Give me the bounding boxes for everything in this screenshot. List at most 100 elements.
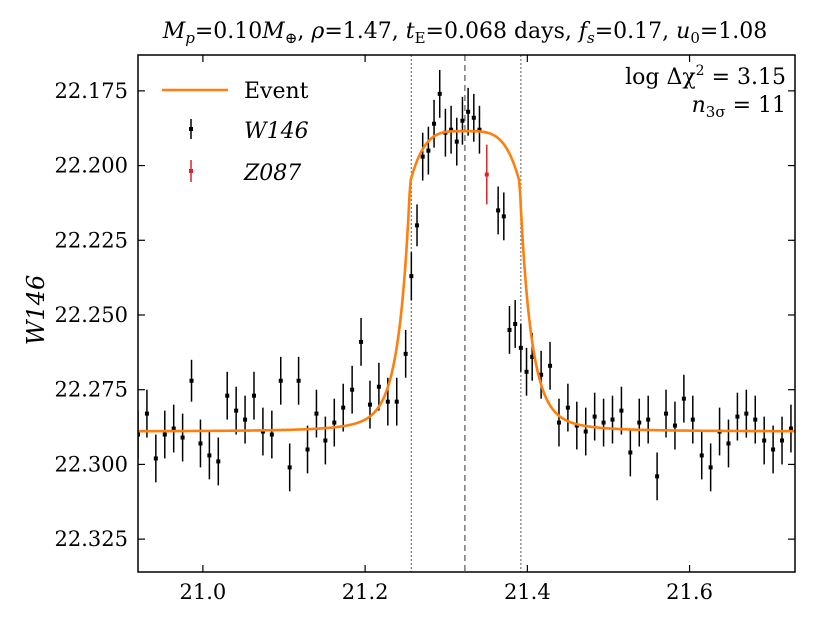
w146-point — [332, 420, 337, 425]
w146-point — [225, 393, 230, 398]
y-tick-label: 22.200 — [55, 154, 128, 178]
w146-point — [637, 420, 642, 425]
w146-point — [449, 127, 454, 132]
legend-w146-label: W146 — [244, 119, 309, 144]
y-tick-label: 22.275 — [55, 378, 128, 402]
w146-point — [548, 363, 553, 368]
w146-point — [518, 345, 523, 350]
w146-point — [420, 154, 425, 159]
plot-frame — [137, 54, 796, 573]
y-tick-label: 22.225 — [55, 228, 128, 252]
w146-point — [314, 411, 319, 416]
w146-point — [305, 447, 310, 452]
legend-z087-label: Z087 — [243, 161, 301, 186]
w146-point — [601, 420, 606, 425]
w146-point — [672, 423, 677, 428]
w146-point — [385, 399, 390, 404]
w146-point — [367, 402, 372, 407]
model-curve-group — [138, 129, 795, 433]
y-tick-label: 22.250 — [55, 303, 128, 327]
x-tick-label: 21.0 — [180, 580, 227, 604]
stat-delta-chi2: log Δχ2 = 3.15 — [625, 63, 786, 90]
legend: Event W146 Z087 — [162, 79, 309, 186]
w146-point — [426, 148, 431, 153]
chart-title: Mp=0.10M⊕, ρ=1.47, tE=0.068 days, fs=0.1… — [162, 19, 768, 47]
w146-point — [592, 414, 597, 419]
axis-ticks — [138, 55, 795, 572]
reference-lines — [410, 55, 522, 572]
w146-point — [153, 456, 158, 461]
legend-z087-marker — [189, 169, 193, 173]
w146-point — [619, 408, 624, 413]
w146-point — [471, 115, 476, 120]
w146-point — [394, 399, 399, 404]
data-points — [138, 69, 793, 501]
w146-point — [477, 127, 482, 132]
w146-point — [251, 393, 256, 398]
w146-point — [690, 417, 695, 422]
w146-point — [556, 420, 561, 425]
w146-point — [664, 411, 669, 416]
w146-point — [744, 411, 749, 416]
w146-point — [234, 408, 239, 413]
model-curve-event — [138, 129, 795, 433]
w146-point — [699, 453, 704, 458]
w146-point — [189, 378, 194, 383]
w146-point — [501, 214, 506, 219]
legend-event-label: Event — [244, 79, 309, 104]
w146-point — [287, 465, 292, 470]
w146-point — [359, 339, 364, 344]
w146-point — [530, 354, 535, 359]
w146-point — [323, 438, 328, 443]
w146-point — [610, 417, 615, 422]
w146-point — [138, 432, 140, 437]
w146-point — [409, 274, 414, 279]
z087-point — [484, 172, 489, 177]
w146-point — [574, 423, 579, 428]
w146-point — [524, 369, 529, 374]
w146-point — [735, 414, 740, 419]
stats-annotation: log Δχ2 = 3.15 n3σ = 11 — [625, 63, 786, 121]
w146-point — [788, 426, 793, 431]
w146-point — [341, 405, 346, 410]
w146-point — [565, 405, 570, 410]
w146-point — [350, 387, 355, 392]
x-tick-label: 21.6 — [666, 580, 713, 604]
w146-point — [180, 435, 185, 440]
w146-point — [278, 378, 283, 383]
axis-tick-labels: 21.0 21.2 21.4 21.6 22.175 22.200 22.225 22.250… — [55, 79, 713, 604]
w146-point — [207, 453, 212, 458]
w146-point — [376, 384, 381, 389]
w146-point — [296, 378, 301, 383]
w146-point — [437, 91, 442, 96]
w146-point — [216, 459, 221, 464]
w146-point — [454, 139, 459, 144]
w146-point — [655, 474, 660, 479]
w146-point — [507, 327, 512, 332]
w146-point — [780, 438, 785, 443]
w146-point — [628, 450, 633, 455]
w146-point — [646, 417, 651, 422]
w146-point — [415, 223, 420, 228]
stat-n3sigma: n3σ = 11 — [692, 93, 786, 121]
w146-point — [539, 372, 544, 377]
w146-point — [708, 465, 713, 470]
w146-point — [762, 438, 767, 443]
y-tick-label: 22.300 — [55, 452, 128, 476]
y-axis-label: W146 — [22, 275, 50, 345]
x-tick-label: 21.4 — [504, 580, 551, 604]
w146-point — [460, 118, 465, 123]
w146-point — [583, 429, 588, 434]
w146-point — [171, 426, 176, 431]
w146-point — [726, 441, 731, 446]
w146-point — [681, 396, 686, 401]
x-tick-label: 21.2 — [342, 580, 389, 604]
w146-point — [466, 109, 471, 114]
w146-point — [243, 417, 248, 422]
w146-point — [198, 441, 203, 446]
y-tick-label: 22.325 — [55, 527, 128, 551]
w146-point — [269, 432, 274, 437]
w146-point — [144, 411, 149, 416]
w146-point — [496, 208, 501, 213]
